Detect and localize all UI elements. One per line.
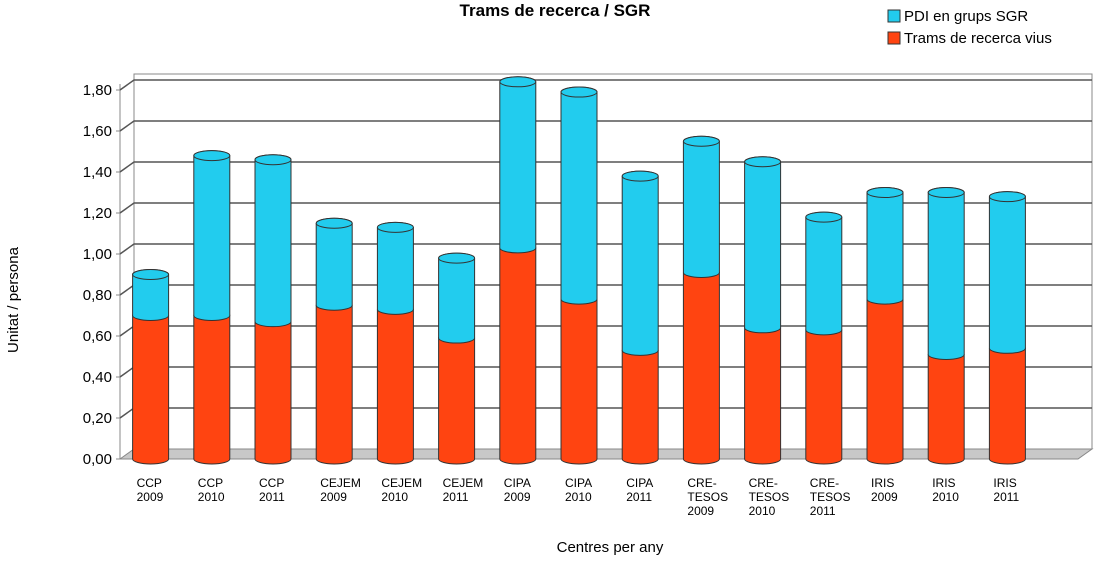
bar-top [682, 135, 720, 147]
bar-segment [315, 299, 353, 465]
bar-top [927, 187, 965, 198]
bar-top [132, 269, 170, 280]
x-tick-label: CEJEM 2009 [320, 476, 361, 504]
legend-label: PDI en grups SGR [904, 8, 1028, 25]
grid-line [119, 120, 1092, 132]
x-tick-label: CRE-TESOS 2011 [810, 476, 851, 518]
y-tick-label: 0,40 [83, 369, 112, 386]
x-tick-label: CIPA 2009 [504, 476, 531, 504]
x-tick-label: CIPA 2011 [626, 476, 653, 504]
grid-line [119, 79, 1092, 91]
x-tick-label: CRE-TESOS 2010 [749, 476, 790, 518]
x-tick-label: IRIS 2011 [993, 476, 1019, 504]
bar-segment [193, 150, 231, 321]
bar-segment [315, 217, 353, 311]
bar-segment [927, 187, 965, 360]
x-tick-label: IRIS 2010 [932, 476, 959, 504]
bar-segment [438, 252, 476, 344]
x-tick-label: CEJEM 2011 [443, 476, 484, 504]
x-tick-label: CEJEM 2010 [381, 476, 422, 504]
x-tick-label: CCP 2011 [259, 476, 285, 504]
bar-segment [193, 310, 231, 465]
bar-segment [560, 86, 598, 305]
y-tick-label: 1,00 [83, 246, 112, 263]
bar-segment [499, 76, 537, 254]
bar-top [744, 156, 782, 168]
bar-top [254, 154, 292, 166]
bar-segment [744, 322, 782, 465]
bar-segment [376, 221, 414, 315]
bar-top [315, 217, 353, 229]
legend-swatch [887, 9, 901, 23]
y-tick-label: 1,20 [83, 205, 112, 222]
bar-segment [132, 310, 170, 465]
y-axis-label: Unitat / persona [5, 246, 22, 353]
y-tick-label: 1,60 [83, 123, 112, 140]
y-tick-label: 1,80 [83, 82, 112, 99]
x-tick-label: CRE-TESOS 2009 [687, 476, 728, 518]
legend-swatch [887, 31, 901, 45]
x-tick-label: CIPA 2010 [565, 476, 592, 504]
bar-segment [560, 293, 598, 465]
x-tick-label: CCP 2010 [198, 476, 225, 504]
bar-segment [682, 135, 720, 278]
y-tick-label: 0,80 [83, 287, 112, 304]
bar-top [376, 221, 414, 233]
x-tick-label: CCP 2009 [137, 476, 164, 504]
bar-segment [927, 348, 965, 465]
bar-top [560, 86, 598, 98]
y-tick-label: 1,40 [83, 164, 112, 181]
x-tick-label: IRIS 2009 [871, 476, 898, 504]
bar-segment [682, 266, 720, 465]
bar-segment [866, 187, 904, 305]
bar-top [499, 76, 537, 88]
bar-segment [621, 170, 659, 356]
bar-segment [744, 156, 782, 334]
bar-segment [988, 342, 1026, 465]
bar-segment [254, 154, 292, 328]
y-tick-label: 0,20 [83, 410, 112, 427]
y-tick-label: 0,60 [83, 328, 112, 345]
bar-top [988, 191, 1026, 203]
bar-segment [621, 344, 659, 465]
bar-segment [805, 211, 843, 336]
x-axis-label: Centres per any [557, 539, 664, 556]
bar-top [866, 187, 904, 198]
bar-top [193, 150, 231, 162]
bar-top [805, 211, 843, 223]
bar-segment [988, 191, 1026, 354]
y-tick-label: 0,00 [83, 451, 112, 468]
bar-segment [499, 242, 537, 465]
bar-segment [438, 332, 476, 465]
bar-top [438, 252, 476, 264]
chart-title: Trams de recerca / SGR [460, 1, 651, 20]
bar-segment [805, 324, 843, 465]
bar-segment [866, 293, 904, 465]
bar-segment [254, 316, 292, 465]
bar-segment [376, 303, 414, 465]
legend-label: Trams de recerca vius [904, 30, 1052, 47]
bar-top [621, 170, 659, 182]
